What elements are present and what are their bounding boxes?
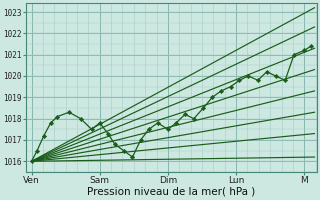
X-axis label: Pression niveau de la mer( hPa ): Pression niveau de la mer( hPa )	[87, 187, 255, 197]
